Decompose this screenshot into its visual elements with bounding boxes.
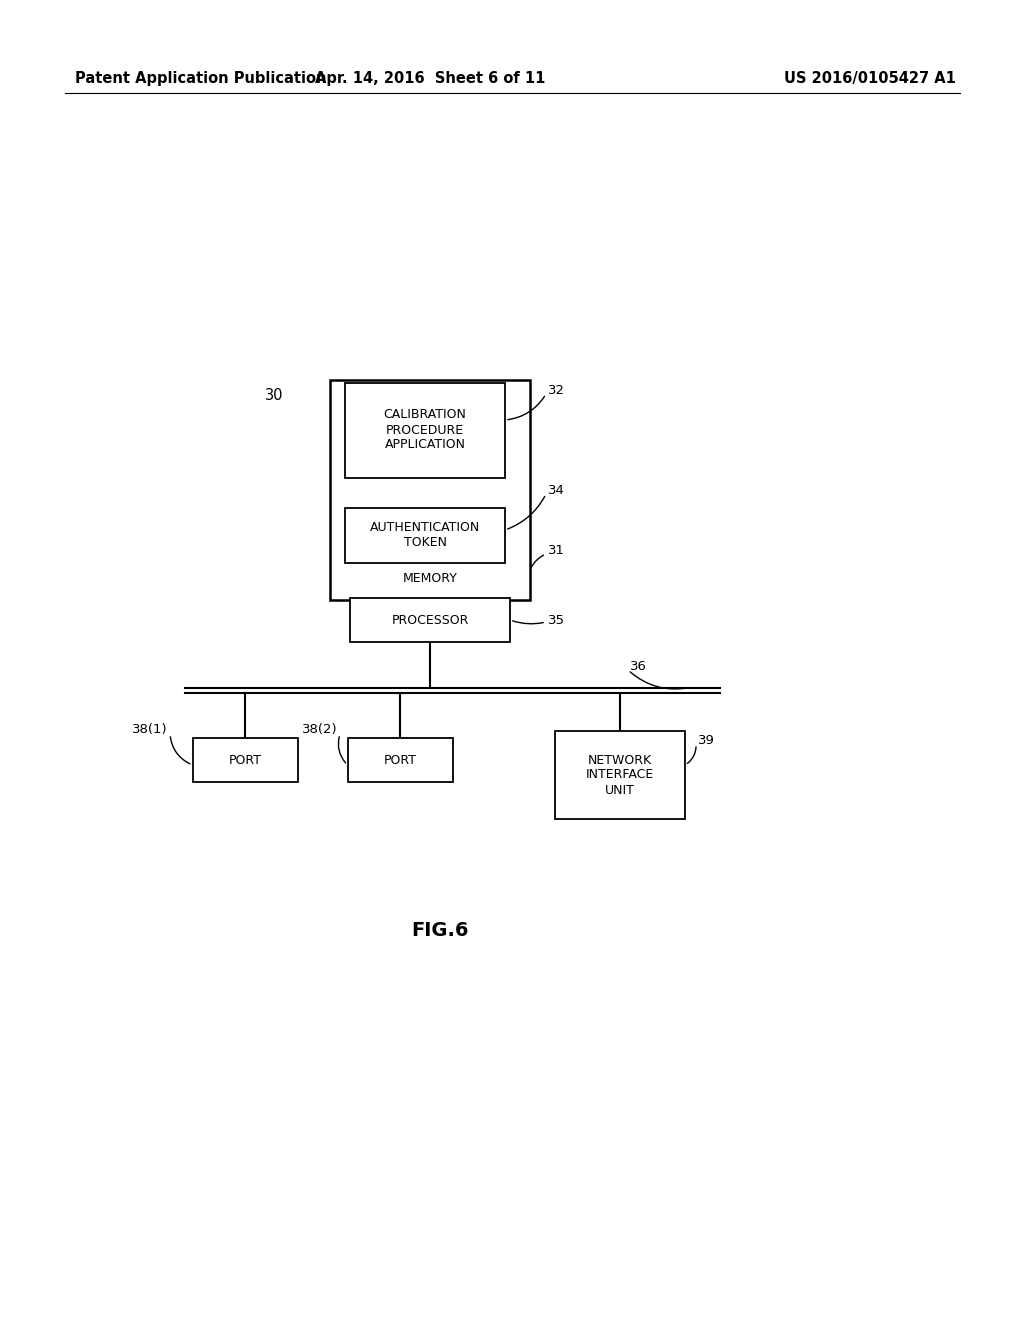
Text: AUTHENTICATION
TOKEN: AUTHENTICATION TOKEN [370,521,480,549]
Bar [193,738,298,781]
Text: 32: 32 [548,384,565,396]
Text: NETWORK
INTERFACE
UNIT: NETWORK INTERFACE UNIT [586,754,654,796]
Text: PORT: PORT [384,754,417,767]
Text: CALIBRATION
PROCEDURE
APPLICATION: CALIBRATION PROCEDURE APPLICATION [384,408,467,451]
Text: US 2016/0105427 A1: US 2016/0105427 A1 [784,70,956,86]
Bar [350,598,510,642]
Text: Patent Application Publication: Patent Application Publication [75,70,327,86]
Bar [330,380,530,601]
Text: PROCESSOR: PROCESSOR [391,614,469,627]
Bar [347,738,453,781]
Text: 39: 39 [698,734,715,747]
Text: MEMORY: MEMORY [402,572,458,585]
Text: 31: 31 [548,544,565,557]
Bar [345,507,505,562]
Text: 38(2): 38(2) [302,723,338,737]
Bar [345,383,505,478]
Bar [555,731,685,818]
Text: 34: 34 [548,483,565,496]
Text: 36: 36 [630,660,647,672]
Text: 30: 30 [265,388,284,403]
Text: Apr. 14, 2016  Sheet 6 of 11: Apr. 14, 2016 Sheet 6 of 11 [314,70,545,86]
Text: PORT: PORT [228,754,261,767]
Text: 38(1): 38(1) [132,723,168,737]
Text: FIG.6: FIG.6 [412,920,469,940]
Text: 35: 35 [548,614,565,627]
